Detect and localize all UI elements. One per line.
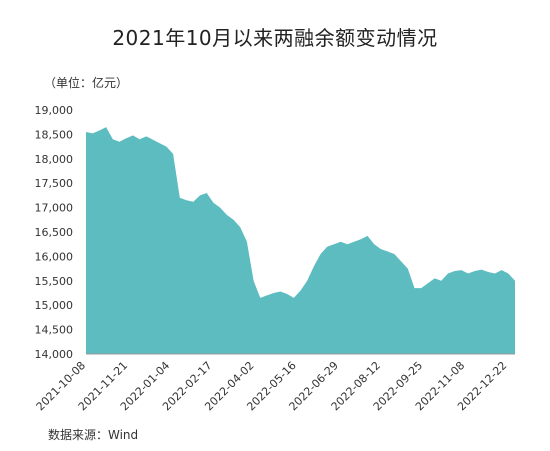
y-tick-label: 19,000 <box>35 104 74 117</box>
chart-title: 2021年10月以来两融余额变动情况 <box>112 26 438 50</box>
y-tick-label: 16,500 <box>35 226 74 239</box>
y-tick-label: 17,500 <box>35 177 74 190</box>
source-note: 数据来源：Wind <box>48 428 139 442</box>
y-tick-label: 18,000 <box>35 153 74 166</box>
y-tick-label: 14,000 <box>35 348 74 361</box>
y-tick-label: 17,000 <box>35 202 74 215</box>
y-axis-ticks: 14,000 14,500 15,000 15,500 16,000 16,500 17,0… <box>35 104 74 361</box>
y-tick-label: 16,000 <box>35 250 74 263</box>
x-axis-ticks: 2021-10-082021-11-212022-01-042022-02-17… <box>34 359 510 413</box>
y-tick-label: 15,500 <box>35 275 74 288</box>
y-tick-label: 18,500 <box>35 128 74 141</box>
unit-label: （单位：亿元） <box>44 76 129 90</box>
area-series <box>86 127 515 354</box>
y-tick-label: 15,000 <box>35 299 74 312</box>
y-tick-label: 14,500 <box>35 324 74 337</box>
